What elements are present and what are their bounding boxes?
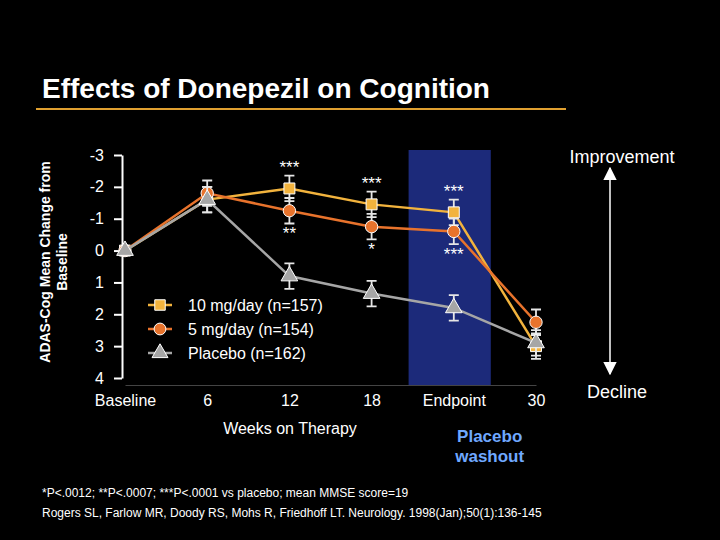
y-tick-label: -2 [90, 178, 104, 195]
x-tick-label: 30 [528, 392, 546, 409]
series-line [125, 200, 536, 343]
y-tick: 1 [95, 274, 122, 291]
y-tick-mark [114, 218, 122, 220]
data-point [199, 190, 216, 204]
x-axis-title: Weeks on Therapy [223, 420, 357, 437]
legend-marker [154, 323, 166, 335]
legend-item: 5 mg/day (n=154) [148, 321, 314, 338]
y-tick-mark [114, 186, 122, 188]
y-tick-label: 2 [95, 306, 104, 323]
data-point [281, 266, 298, 280]
x-tick-label: Endpoint [423, 392, 487, 409]
legend-label: 10 mg/day (n=157) [188, 297, 323, 314]
y-tick: 4 [95, 370, 122, 387]
x-tick: 18 [363, 385, 381, 409]
x-tick-label: Baseline [95, 392, 156, 409]
y-tick: -1 [90, 210, 122, 227]
y-tick-label: 4 [95, 370, 104, 387]
significance: ** [283, 224, 297, 243]
x-axis-line [126, 385, 537, 386]
data-point [365, 220, 377, 232]
y-tick: -2 [90, 178, 122, 195]
y-tick-label: -3 [90, 147, 104, 164]
plot-area [117, 176, 545, 359]
y-tick: 0 [95, 242, 122, 259]
data-point [445, 298, 462, 312]
y-tick-mark [114, 155, 122, 157]
background [0, 0, 720, 540]
x-tick-label: 18 [363, 392, 381, 409]
x-tick: Baseline [95, 385, 156, 409]
data-point [117, 241, 134, 255]
legend-label: Placebo (n=162) [188, 345, 306, 362]
series-line [125, 188, 536, 346]
y-tick: 2 [95, 306, 122, 323]
significance: *** [362, 174, 382, 193]
y-tick-mark [114, 346, 122, 348]
washout-label: Placebowashout [454, 427, 524, 466]
legend-marker [152, 344, 168, 358]
y-tick-label: 0 [95, 242, 104, 259]
data-point [448, 207, 459, 218]
legend-item: Placebo (n=162) [148, 344, 306, 362]
legend-label: 5 mg/day (n=154) [188, 321, 314, 338]
series [117, 187, 545, 356]
title: Effects of Donepezil on Cognition [42, 73, 490, 104]
y-tick-label: 1 [95, 274, 104, 291]
y-tick: 3 [95, 338, 122, 355]
series [119, 180, 542, 335]
y-axis-title: ADAS-Cog Mean Change fromBaseline [37, 161, 70, 362]
significance: *** [444, 245, 464, 264]
x-tick-label: 6 [203, 392, 212, 409]
data-point [363, 284, 380, 298]
direction-label: Improvement [569, 147, 674, 167]
y-tick-mark [114, 282, 122, 284]
significance: *** [279, 158, 299, 177]
y-axis: -3 -2 -1 0 1 2 3 4 [90, 147, 123, 387]
y-tick-label: 3 [95, 338, 104, 355]
data-point [530, 316, 542, 328]
x-tick: 6 [203, 385, 212, 409]
significance: *** [444, 182, 464, 201]
x-tick-label: 12 [281, 392, 299, 409]
footnote: Rogers SL, Farlow MR, Doody RS, Mohs R, … [42, 506, 542, 520]
x-tick: 12 [281, 385, 299, 409]
y-tick-mark [114, 314, 122, 316]
direction-label: Decline [587, 382, 647, 402]
washout-band [409, 150, 491, 385]
data-point [283, 205, 295, 217]
legend: 10 mg/day (n=157) 5 mg/day (n=154) Placebo… [148, 297, 323, 362]
data-point [448, 225, 460, 237]
y-axis-line [122, 156, 124, 379]
legend-item: 10 mg/day (n=157) [148, 297, 323, 314]
direction-arrow [609, 168, 611, 374]
series [120, 176, 542, 359]
x-tick: Endpoint [423, 385, 487, 409]
footnote: *P<.0012; **P<.0007; ***P<.0001 vs place… [42, 486, 409, 500]
chart: Effects of Donepezil on Cognition Placebo… [0, 0, 720, 540]
y-tick-mark [114, 378, 122, 380]
title-rule [36, 108, 566, 110]
y-tick: -3 [90, 147, 122, 164]
significance: * [368, 240, 375, 259]
data-point [366, 199, 377, 210]
y-tick-label: -1 [90, 210, 104, 227]
x-axis: Baseline 6 12 18 Endpoint 30 [95, 385, 546, 409]
legend-marker [155, 300, 165, 310]
data-point [528, 333, 545, 347]
data-point [284, 183, 295, 194]
x-tick: 30 [528, 385, 546, 409]
